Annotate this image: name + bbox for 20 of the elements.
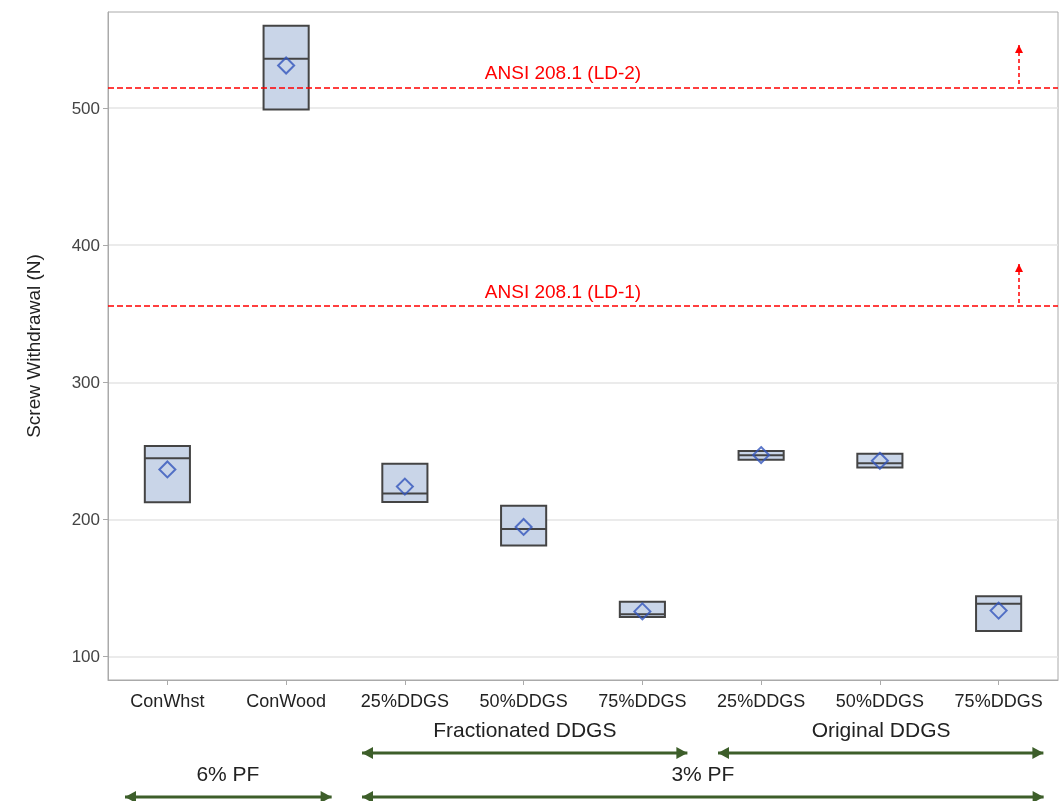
x-tick-label: 25%DDGS <box>360 691 449 711</box>
text: 6% PF <box>195 762 261 786</box>
y-tick-label: 300 <box>71 372 100 392</box>
ref-line-label: ANSI 208.1 (LD-1) <box>484 280 642 302</box>
text: Fractionated DDGS <box>432 718 618 742</box>
y-tick-label: 500 <box>71 98 100 118</box>
x-tick-label: 25%DDGS <box>717 691 806 711</box>
x-tick-label: ConWood <box>246 691 326 711</box>
y-tick-label: 200 <box>71 510 100 530</box>
ref-line-label: ANSI 208.1 (LD-2) <box>484 62 642 84</box>
x-tick-label: 75%DDGS <box>954 691 1043 711</box>
y-axis-title: Screw Withdrawal (N) <box>23 254 44 438</box>
x-tick-label: 75%DDGS <box>598 691 687 711</box>
y-tick-label: 400 <box>71 235 100 255</box>
x-tick-label: ConWhst <box>130 691 205 711</box>
text: 3% PF <box>670 762 736 786</box>
x-tick-label: 50%DDGS <box>479 691 568 711</box>
y-tick-label: 100 <box>71 647 100 667</box>
text: Original DDGS <box>810 718 952 742</box>
x-tick-label: 50%DDGS <box>835 691 924 711</box>
